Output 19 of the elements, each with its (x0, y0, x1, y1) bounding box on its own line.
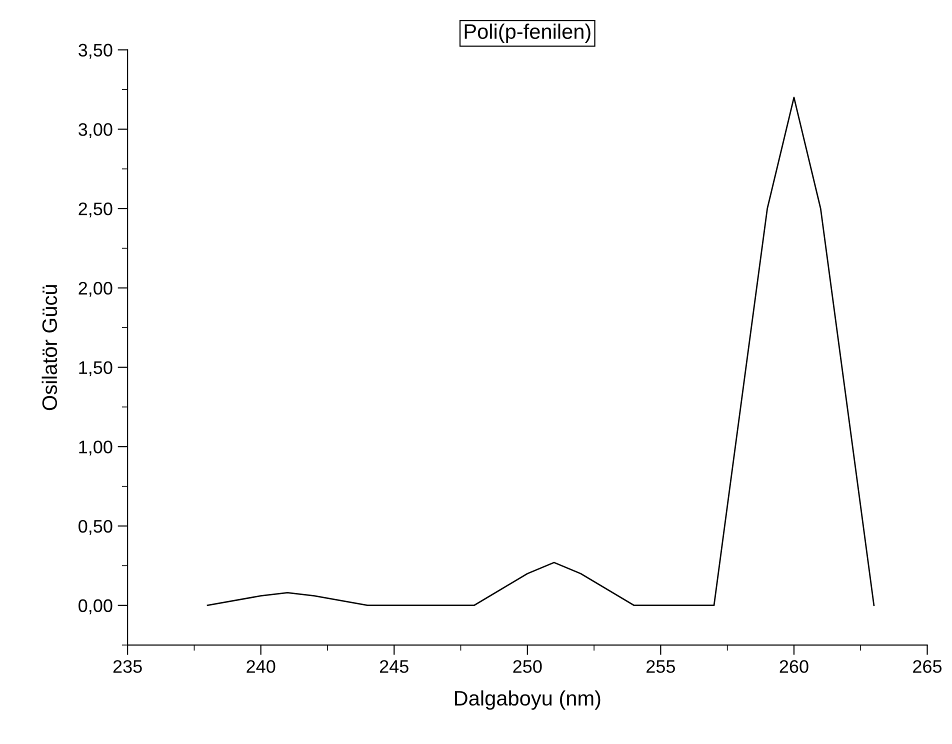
y-tick-label: 2,50 (78, 202, 112, 218)
y-tick-label: 1,00 (79, 440, 112, 456)
x-tick-label: 255 (646, 660, 675, 673)
x-axis-title: Dalgaboyu (nm) (455, 690, 600, 710)
x-tick-label: 250 (513, 660, 542, 673)
x-tick-label: 265 (913, 660, 942, 673)
y-tick-label: 1,50 (79, 361, 112, 376)
y-tick-label: 3,50 (78, 44, 112, 59)
y-tick-label: 0,50 (78, 520, 112, 535)
y-axis-title: Osilatör Gücü (42, 285, 58, 410)
y-tick-label: 2,00 (78, 282, 112, 297)
x-tick-label: 240 (246, 660, 276, 673)
y-tick-label: 3,00 (78, 123, 112, 138)
chart-title: Poli(p-fenilen) (464, 24, 590, 44)
x-tick-label: 260 (780, 660, 808, 673)
line-series (206, 96, 875, 606)
y-tick-label: 0,00 (78, 599, 112, 614)
x-tick-label: 245 (380, 660, 408, 673)
x-tick-label: 235 (113, 660, 142, 673)
